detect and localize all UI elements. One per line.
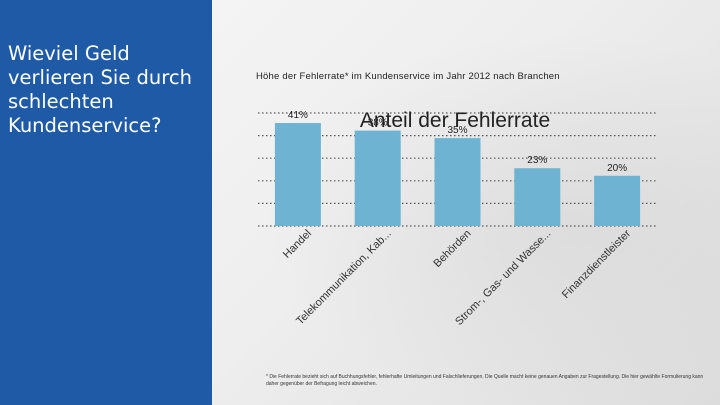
value-label: 35% (447, 125, 467, 136)
left-panel: Wieviel Geld verlieren Sie durch schlech… (0, 0, 212, 405)
value-label: 41% (288, 110, 308, 121)
category-label: Telekommunikation, Kab... (294, 228, 394, 328)
page-title: Wieviel Geld verlieren Sie durch schlech… (8, 42, 192, 137)
bar (594, 175, 641, 226)
category-label: Finanzdienstleister (560, 227, 634, 301)
chart-subtitle: Höhe der Fehlerrate* im Kundenservice im… (256, 71, 560, 82)
bar (434, 138, 481, 226)
value-label: 20% (607, 163, 627, 174)
bar (514, 168, 561, 226)
value-label: 38% (368, 118, 388, 129)
bar (354, 130, 401, 226)
bars (274, 123, 641, 226)
category-label: Handel (281, 228, 314, 261)
value-label: 23% (527, 155, 547, 166)
footnote: * Die Fehlerrate bezieht sich auf Buchhu… (266, 374, 704, 387)
category-label: Strom-, Gas- und Wasse... (453, 228, 553, 328)
gridlines (258, 112, 657, 227)
chart-title: Anteil der Fehlerrate (360, 109, 550, 132)
bar (274, 123, 321, 226)
value-labels: 41% 38% 35% 23% 20% (288, 110, 627, 174)
category-label: Behörden (431, 228, 473, 270)
